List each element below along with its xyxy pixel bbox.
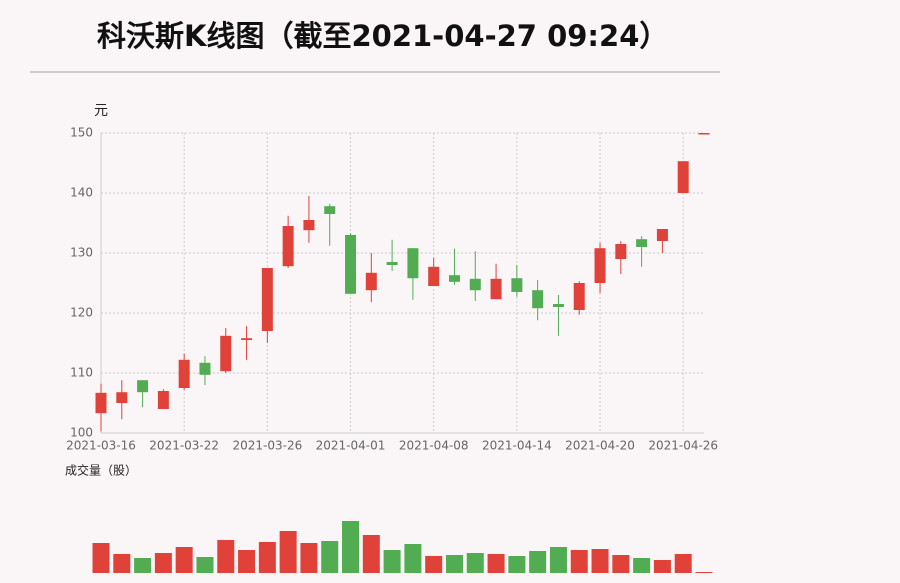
y-tick-label: 150 [70, 126, 93, 140]
candle-body [157, 391, 169, 409]
candle-body [532, 290, 544, 309]
candle-body [677, 161, 689, 193]
candle-body [407, 248, 419, 279]
x-tick-label: 2021-04-01 [316, 439, 386, 453]
volume-bar [425, 556, 443, 573]
x-tick-label: 2021-03-26 [232, 439, 302, 453]
y-axis-unit: 元 [94, 103, 108, 119]
volume-bar [258, 542, 276, 573]
volume-bar [508, 556, 526, 573]
candle-body [428, 266, 440, 286]
x-tick-label: 2021-04-26 [648, 439, 718, 453]
volume-bar [154, 553, 172, 573]
volume-bar [175, 547, 193, 573]
y-tick-label: 110 [70, 366, 93, 380]
volume-bar [674, 554, 692, 573]
volume-bar [529, 551, 547, 573]
volume-bar [383, 550, 401, 573]
candle-body [552, 304, 564, 307]
candle-body [386, 262, 398, 265]
volume-bar [612, 555, 630, 573]
volume-bar [653, 560, 671, 573]
candle-body [199, 362, 211, 375]
volume-bar [279, 531, 297, 573]
candle-body [178, 359, 190, 388]
x-tick-label: 2021-03-22 [149, 439, 219, 453]
candle-body [490, 278, 502, 300]
volume-bar [549, 547, 567, 573]
candle-body [282, 226, 294, 267]
candle-body [656, 229, 668, 241]
candle-body [220, 335, 232, 372]
volume-bar [633, 558, 651, 573]
x-tick-label: 2021-04-08 [399, 439, 469, 453]
volume-bar [570, 550, 588, 573]
candle-body [698, 133, 710, 135]
volume-bar [362, 535, 380, 573]
candle-body [241, 338, 253, 340]
candle-body [116, 392, 128, 403]
candle-body [324, 206, 336, 214]
candle-body [448, 275, 460, 282]
x-tick-label: 2021-03-16 [66, 439, 136, 453]
y-tick-label: 140 [70, 186, 93, 200]
y-tick-label: 130 [70, 246, 93, 260]
volume-bar [695, 572, 713, 573]
candle-body [95, 392, 107, 414]
y-tick-label: 100 [70, 426, 93, 440]
candle-body [261, 268, 273, 331]
candle-body [636, 239, 648, 247]
volume-bar [92, 543, 110, 573]
volume-bar [113, 554, 131, 573]
candle-body [469, 278, 481, 291]
candle-body [365, 272, 377, 291]
volume-bar [342, 521, 360, 573]
candle-body [573, 283, 585, 310]
x-tick-label: 2021-04-14 [482, 439, 552, 453]
candle-body [137, 380, 149, 393]
volume-bar [134, 558, 152, 573]
volume-bar [591, 549, 609, 573]
volume-bar [404, 544, 422, 573]
chart-title: 科沃斯K线图（截至2021-04-27 09:24） [97, 19, 668, 53]
candle-body [303, 220, 315, 231]
volume-bar [196, 557, 214, 573]
volume-label: 成交量（股） [65, 463, 137, 478]
candle-body [345, 235, 357, 294]
x-tick-label: 2021-04-20 [565, 439, 635, 453]
volume-bar [445, 555, 463, 573]
volume-bar [300, 543, 318, 573]
candle-body [615, 244, 627, 259]
volume-bar [487, 554, 505, 573]
candle-body [594, 248, 606, 283]
candle-body [511, 278, 523, 292]
volume-bar [466, 553, 484, 573]
volume-bar [321, 541, 339, 573]
volume-bar [217, 540, 235, 573]
y-tick-label: 120 [70, 306, 93, 320]
volume-bar [238, 550, 256, 573]
